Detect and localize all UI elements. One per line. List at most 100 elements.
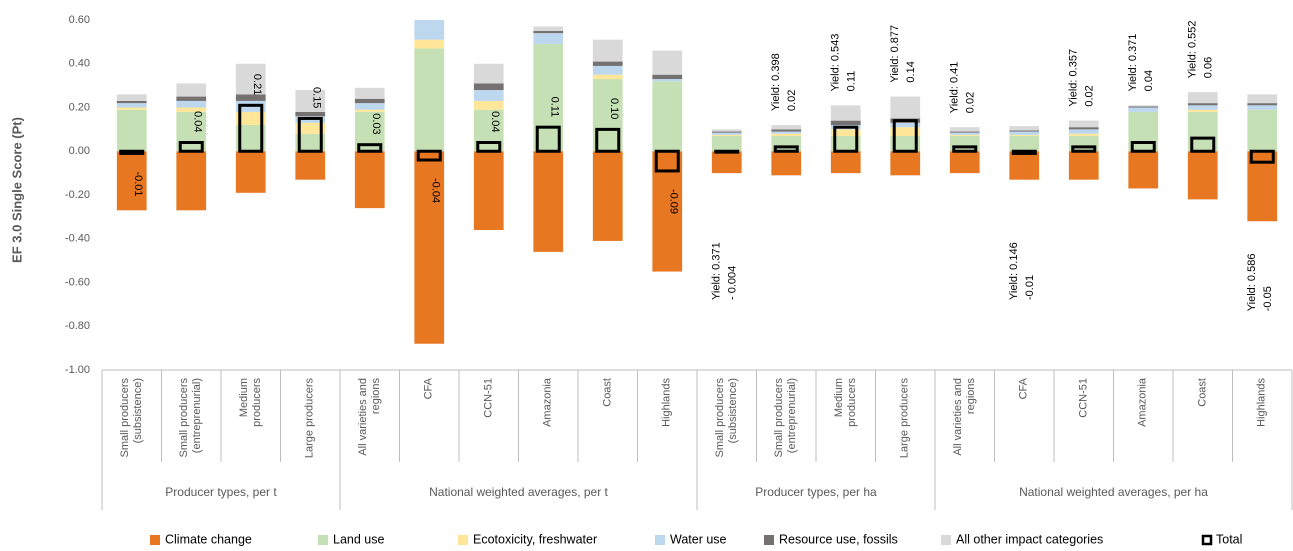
total-label: 0.02 xyxy=(965,92,977,113)
bar-segment xyxy=(176,100,207,108)
yield-label: Yield: 0.146 xyxy=(1008,242,1020,300)
bar-segment xyxy=(711,132,742,135)
legend-swatch xyxy=(655,535,665,545)
bar-segment xyxy=(830,151,861,174)
bar-segment xyxy=(1128,106,1159,108)
bar-segment xyxy=(414,151,445,344)
bar-segment xyxy=(771,129,802,132)
total-label: 0.04 xyxy=(191,111,203,132)
bar-segment xyxy=(652,50,683,75)
bar-segment xyxy=(1247,109,1278,152)
x-tick-label: Small producers (entreprenurial) xyxy=(773,378,799,458)
bar-segment xyxy=(592,65,623,75)
x-tick-label: All varieties and regions xyxy=(356,378,382,456)
bar-segment xyxy=(949,151,980,174)
bar-segment xyxy=(354,151,385,209)
total-box xyxy=(952,145,978,153)
bar-segment xyxy=(592,151,623,241)
bar-segment xyxy=(890,96,921,119)
bar-segment xyxy=(235,94,266,101)
total-label: 0.15 xyxy=(310,87,322,108)
y-tick-label: 0.40 xyxy=(69,58,90,70)
total-box xyxy=(595,127,621,153)
bar-segment xyxy=(1009,135,1040,152)
yield-label: Yield: 0.877 xyxy=(889,25,901,83)
total-box xyxy=(119,149,145,155)
x-tick-label: Large producers xyxy=(303,378,316,459)
total-label: 0.21 xyxy=(251,74,263,95)
group-label: National weighted averages, per t xyxy=(429,485,608,499)
total-label: 0.04 xyxy=(1143,70,1155,91)
legend-swatch xyxy=(941,535,951,545)
bar-segment xyxy=(592,61,623,66)
x-tick-label: CFA xyxy=(1017,378,1030,400)
bar-segment xyxy=(711,134,742,136)
legend-swatch xyxy=(458,535,468,545)
legend-label: Resource use, fossils xyxy=(779,532,898,546)
y-axis-title: EF 3.0 Single Score (Pt) xyxy=(9,117,24,263)
bar-segment xyxy=(652,79,683,82)
bar-segment xyxy=(1068,127,1099,130)
bar-segment xyxy=(890,151,921,176)
bar-segment xyxy=(711,135,742,152)
legend-swatch xyxy=(1201,534,1213,546)
y-tick-label: -0.60 xyxy=(65,276,90,288)
x-tick-label: Highlands xyxy=(660,378,673,427)
bar-segment xyxy=(295,111,326,117)
y-tick-label: 0.20 xyxy=(69,101,90,113)
bar-segment xyxy=(116,100,147,104)
yield-label: Yield: 0.357 xyxy=(1068,49,1080,107)
x-tick-label: Small producers (subsistence) xyxy=(118,378,144,458)
bar-segment xyxy=(176,151,207,211)
y-tick-label: -0.80 xyxy=(65,320,90,332)
total-box xyxy=(1071,145,1097,153)
bar-segment xyxy=(354,98,385,104)
bar-segment xyxy=(354,87,385,99)
bar-segment xyxy=(1009,151,1040,180)
x-tick-label: CFA xyxy=(422,378,435,400)
bar-segment xyxy=(1187,151,1218,200)
total-box xyxy=(1190,136,1216,153)
plot-area xyxy=(116,20,1278,344)
bar-segment xyxy=(771,131,802,134)
bar-segment xyxy=(949,132,980,135)
total-label: 0.10 xyxy=(608,98,620,119)
total-box xyxy=(773,145,799,153)
yield-label: Yield: 0.552 xyxy=(1187,20,1199,78)
bar-segment xyxy=(1128,105,1159,107)
total-box xyxy=(654,149,680,173)
bar-segment xyxy=(949,134,980,136)
yield-label: Yield: 0.586 xyxy=(1246,254,1258,312)
bar-segment xyxy=(176,107,207,112)
x-tick-label: Large producers xyxy=(898,378,911,459)
legend-swatch xyxy=(318,535,328,545)
total-box xyxy=(238,103,264,153)
total-label: 0.03 xyxy=(370,113,382,134)
total-box xyxy=(1249,149,1275,164)
total-box xyxy=(714,149,740,154)
bar-segment xyxy=(1187,109,1218,112)
group-label: Producer types, per ha xyxy=(755,485,877,499)
bar-segment xyxy=(295,122,326,134)
bar-segment xyxy=(533,30,564,34)
legend-label: All other impact categories xyxy=(956,532,1103,546)
bar-segment xyxy=(949,127,980,132)
bar-segment xyxy=(533,151,564,252)
total-box xyxy=(416,149,442,162)
legend-swatch xyxy=(150,535,160,545)
total-box xyxy=(535,125,561,153)
total-label: 0.04 xyxy=(489,111,501,132)
total-label: 0.02 xyxy=(786,90,798,111)
bar-segment xyxy=(771,125,802,130)
bar-segment xyxy=(592,74,623,80)
x-tick-label: Small producers (entreprenurial) xyxy=(178,378,204,458)
legend-label: Total xyxy=(1216,532,1242,546)
total-box xyxy=(892,119,918,153)
total-label: - 0.004 xyxy=(727,266,739,300)
total-label: 0.02 xyxy=(1084,85,1096,106)
bar-segment xyxy=(116,107,147,110)
bar-segment xyxy=(1187,105,1218,110)
x-tick-label: Amazonia xyxy=(541,378,554,427)
bar-segment xyxy=(295,133,326,152)
